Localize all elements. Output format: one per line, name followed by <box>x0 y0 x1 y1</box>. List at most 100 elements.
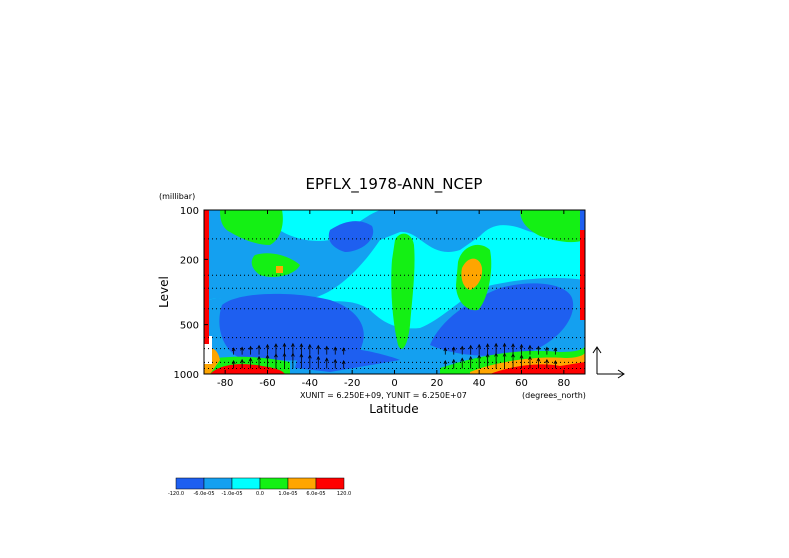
colorbar-label: -1.0e-05 <box>222 491 243 497</box>
x-tick-label: 60 <box>515 378 528 389</box>
colorbar-label: -6.0e-05 <box>194 491 215 497</box>
flux-vector-head <box>282 342 287 347</box>
colorbar-label: 1.0e-05 <box>278 491 297 497</box>
flux-vector-head <box>519 343 524 348</box>
flux-vector-head <box>248 357 253 362</box>
flux-vector-head <box>528 344 532 349</box>
flux-vector-head <box>536 357 541 362</box>
chart-title: EPFLX_1978-ANN_NCEP <box>306 175 483 194</box>
fill-sh-edge-red <box>204 210 209 344</box>
reference-vector-arrows <box>592 346 625 379</box>
flux-vector-head <box>240 346 244 351</box>
colorbar-swatch <box>203 477 233 490</box>
flux-vector-head <box>460 357 465 362</box>
fill-lightblue-upper <box>204 210 585 300</box>
colorbar-label: -120.0 <box>168 491 184 497</box>
fill-surface-red-nh <box>490 362 585 374</box>
flux-vector-head <box>291 342 295 347</box>
flux-vector-head <box>265 354 270 359</box>
fill-green-equator <box>391 233 415 349</box>
flux-vector-head <box>333 346 338 351</box>
flux-vector-head <box>485 343 490 348</box>
x-tick-label: 20 <box>430 378 443 389</box>
flux-vector-head <box>494 342 498 347</box>
colorbar-swatch <box>287 477 317 490</box>
y-tick-label: 200 <box>180 255 199 266</box>
flux-vector-head <box>545 346 549 351</box>
flux-vector-head <box>451 346 456 351</box>
flux-vector-head <box>333 358 338 363</box>
fill-green-sh-upper <box>220 210 283 245</box>
flux-vector-head <box>553 360 558 365</box>
flux-vector-head <box>231 347 236 352</box>
ep-flux-vectors <box>231 342 558 369</box>
flux-vector-head <box>553 347 558 352</box>
flux-vector-head <box>307 343 312 348</box>
flux-vector-head <box>257 344 261 349</box>
fill-blue-nh <box>430 283 574 356</box>
fill-missing-data <box>204 336 212 364</box>
x-unit-label: (degrees_north) <box>522 391 586 400</box>
flux-vector-head <box>248 345 253 350</box>
y-tick-label: 500 <box>180 321 199 332</box>
fill-nh-edge-red <box>580 230 585 320</box>
flux-vector-head <box>240 358 244 363</box>
fill-blue-near-surface <box>295 346 400 372</box>
fill-orange-sh-small <box>276 266 283 273</box>
flux-vector-head <box>460 345 465 350</box>
flux-vector-head <box>443 360 448 365</box>
fill-orange-tropics <box>461 258 483 290</box>
flux-vector-head <box>324 345 329 350</box>
flux-vector-head <box>528 355 532 360</box>
flux-vector-head <box>316 344 321 349</box>
colorbar-label: 6.0e-05 <box>306 491 325 497</box>
flux-vector-head <box>231 360 236 365</box>
flux-vector-head <box>324 357 329 362</box>
plot-area <box>204 210 585 374</box>
y-tick-label: 1000 <box>174 370 199 381</box>
flux-vector-head <box>536 345 541 350</box>
flux-vector-head <box>545 358 549 363</box>
x-tick-label: 40 <box>473 378 486 389</box>
colorbar: -120.0 -6.0e-05 -1.0e-05 0.0 1.0e-05 6.0e-05 1… <box>168 477 351 497</box>
y-axis-title: Level <box>157 276 171 308</box>
vector-units-text: XUNIT = 6.250E+09, YUNIT = 6.250E+07 <box>300 391 467 400</box>
flux-vector-head <box>477 354 482 359</box>
y-tick-label: 100 <box>180 206 199 217</box>
flux-vector-head <box>502 342 507 347</box>
flux-vector-head <box>341 347 346 352</box>
flux-vector-head <box>477 343 482 348</box>
flux-vector-head <box>307 354 312 359</box>
flux-vector-head <box>299 343 304 348</box>
y-unit-label: (millibar) <box>159 192 195 201</box>
x-tick-label: -20 <box>344 378 360 389</box>
fill-nh-edge-blue <box>580 210 585 230</box>
flux-vector-head <box>468 344 473 349</box>
x-tick-label: -60 <box>259 378 275 389</box>
flux-vector-head <box>316 355 321 360</box>
colorbar-swatch <box>315 477 345 490</box>
x-tick-label: 80 <box>557 378 570 389</box>
fill-green-sh-upper2 <box>251 253 300 277</box>
x-tick-label: -40 <box>302 378 318 389</box>
flux-vector-head <box>257 355 261 360</box>
x-axis-ticks: -80 -60 -40 -20 0 20 40 60 80 <box>217 210 570 389</box>
fill-blue-sh <box>219 293 364 361</box>
flux-vector-head <box>274 343 278 348</box>
flux-vector-head <box>451 358 456 363</box>
x-tick-label: -80 <box>217 378 233 389</box>
colorbar-label: 120.0 <box>337 491 351 497</box>
flux-vector-head <box>341 360 346 365</box>
fill-blue-upper-mid <box>328 221 374 252</box>
flux-vector-head <box>265 343 270 348</box>
flux-vector-head <box>511 343 515 348</box>
colorbar-label: 0.0 <box>256 491 264 497</box>
x-tick-label: 0 <box>391 378 397 389</box>
colorbar-swatch <box>231 477 261 490</box>
flux-vector-head <box>468 355 473 360</box>
x-axis-title: Latitude <box>369 402 418 416</box>
fill-green-nh-upper <box>520 210 585 243</box>
colorbar-swatch <box>175 477 205 490</box>
fill-surface-red-sh <box>210 364 285 374</box>
